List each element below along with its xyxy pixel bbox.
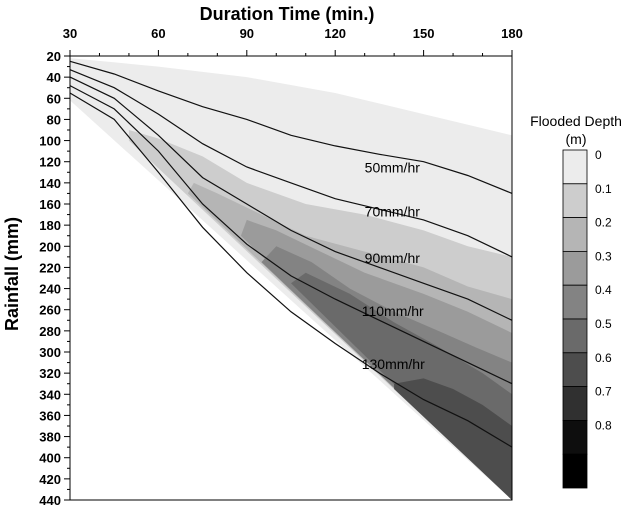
legend-label-4: 0.4 (595, 283, 612, 297)
x-axis: 30 60 90 120 150 180 (63, 26, 523, 56)
intensity-labels: 50mm/hr 70mm/hr 90mm/hr 110mm/hr 130mm/hr (362, 159, 425, 372)
legend-swatches (562, 149, 588, 489)
y-tick-label-14: 300 (39, 345, 61, 360)
y-tick-label-20: 420 (39, 472, 61, 487)
legend-label-0: 0 (595, 148, 602, 162)
intensity-label-3: 110mm/hr (362, 303, 424, 319)
legend-swatch-0 (562, 149, 588, 185)
x-tick-label-2: 90 (240, 26, 254, 41)
y-tick-label-19: 400 (39, 451, 61, 466)
x-axis-title: Duration Time (min.) (200, 4, 375, 24)
legend-title: Flooded Depth (530, 113, 622, 129)
legend-swatch-4 (562, 284, 588, 320)
legend-swatch-8 (562, 419, 588, 455)
x-tick-label-1: 60 (151, 26, 165, 41)
y-tick-label-18: 380 (39, 430, 61, 445)
legend-swatch-7 (562, 386, 588, 421)
legend: Flooded Depth (m) 0 0.1 0.2 0.3 0.4 0.5 0.6 0.7… (530, 113, 622, 489)
y-tick-label-9: 200 (39, 239, 61, 254)
intensity-label-1: 70mm/hr (365, 204, 421, 220)
y-tick-label-6: 140 (39, 176, 61, 191)
y-tick-label-2: 60 (47, 91, 61, 106)
intensity-line-2 (69, 76, 513, 321)
y-tick-label-10: 220 (39, 260, 61, 275)
y-tick-label-12: 260 (39, 303, 61, 318)
intensity-lines (69, 60, 513, 448)
y-tick-label-7: 160 (39, 197, 61, 212)
legend-swatch-1 (562, 183, 588, 219)
x-tick-label-0: 30 (63, 26, 77, 41)
y-tick-label-4: 100 (39, 134, 61, 149)
y-tick-label-15: 320 (39, 366, 61, 381)
intensity-label-4: 130mm/hr (362, 356, 425, 372)
legend-label-3: 0.3 (595, 249, 612, 263)
y-tick-label-0: 20 (47, 49, 61, 64)
x-tick-label-3: 120 (324, 26, 346, 41)
legend-label-5: 0.5 (595, 317, 612, 331)
y-tick-label-8: 180 (39, 218, 61, 233)
legend-swatch-6 (562, 352, 588, 387)
y-tick-label-1: 40 (47, 70, 61, 85)
legend-labels: 0 0.1 0.2 0.3 0.4 0.5 0.6 0.7 0.8 (595, 148, 612, 432)
x-tick-label-5: 180 (501, 26, 523, 41)
intensity-line-1 (69, 69, 513, 258)
legend-label-6: 0.6 (595, 351, 612, 365)
depth-region-6 (394, 378, 512, 500)
legend-swatch-5 (562, 318, 588, 354)
y-tick-label-5: 120 (39, 155, 61, 170)
x-tick-label-4: 150 (413, 26, 435, 41)
legend-label-1: 0.1 (595, 182, 612, 196)
legend-swatch-2 (562, 217, 588, 252)
legend-swatch-9 (562, 453, 588, 489)
intensity-label-0: 50mm/hr (365, 159, 421, 175)
legend-label-7: 0.7 (595, 385, 612, 399)
legend-label-2: 0.2 (595, 216, 612, 230)
y-tick-label-3: 80 (47, 112, 61, 127)
legend-title-unit: (m) (566, 131, 587, 147)
legend-label-8: 0.8 (595, 418, 612, 432)
y-tick-label-21: 440 (39, 493, 61, 508)
y-axis: 20 40 60 80 100 120 140 160 180 200 220 240 260 280 30… (39, 49, 70, 508)
y-axis-title: Rainfall (mm) (2, 217, 22, 331)
y-tick-label-17: 360 (39, 408, 61, 423)
legend-swatch-3 (562, 250, 588, 286)
intensity-line-0 (69, 60, 513, 194)
y-tick-label-16: 340 (39, 387, 61, 402)
y-tick-label-11: 240 (39, 282, 61, 297)
y-tick-label-13: 280 (39, 324, 61, 339)
intensity-label-2: 90mm/hr (365, 250, 421, 266)
intensity-line-4 (69, 92, 513, 448)
intensity-line-3 (69, 85, 513, 385)
